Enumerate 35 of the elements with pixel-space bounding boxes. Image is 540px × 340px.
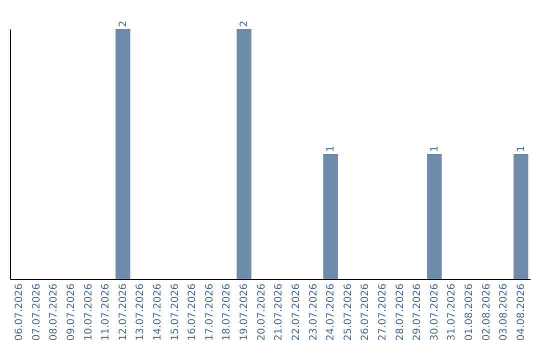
x-tick-label: 30.07.2026 [429, 284, 440, 340]
x-tick-label: 12.07.2026 [118, 284, 129, 340]
x-tick-label: 27.07.2026 [377, 284, 388, 340]
x-tick-label: 02.08.2026 [481, 284, 492, 340]
x-tick-label: 14.07.2026 [152, 284, 164, 340]
x-tick-label: 22.07.2026 [290, 284, 302, 340]
x-tick-label: 09.07.2026 [66, 284, 77, 340]
x-tick-label: 17.07.2026 [204, 284, 216, 340]
x-tick-label: 01.08.2026 [464, 284, 475, 340]
x-tick-label: 11.07.2026 [100, 284, 112, 340]
x-tick-label: 03.08.2026 [498, 284, 510, 340]
x-tick-label: 26.07.2026 [360, 284, 372, 340]
x-tick-label: 18.07.2026 [222, 284, 233, 340]
x-tick-label: 25.07.2026 [342, 284, 354, 340]
x-tick-label: 08.07.2026 [48, 284, 60, 340]
x-tick-label: 19.07.2026 [239, 284, 250, 340]
data-label: 2 [239, 20, 250, 27]
data-label: 1 [516, 146, 527, 152]
x-tick-label: 04.08.2026 [516, 284, 527, 340]
x-tick-label: 10.07.2026 [83, 284, 94, 340]
x-tick-label: 23.07.2026 [308, 284, 320, 340]
data-label: 2 [118, 20, 129, 27]
x-tick-label: 24.07.2026 [326, 284, 337, 340]
x-tick-label: 31.07.2026 [446, 284, 458, 340]
x-tick-label: 15.07.2026 [170, 284, 181, 340]
x-tick-label: 28.07.2026 [394, 284, 406, 340]
x-tick-label: 29.07.2026 [412, 284, 424, 340]
data-label: 1 [429, 146, 440, 152]
x-tick-label: 20.07.2026 [256, 284, 268, 340]
x-tick-label: 06.07.2026 [14, 284, 26, 340]
x-tick-label: 16.07.2026 [187, 284, 198, 340]
x-tick-label: 13.07.2026 [135, 284, 146, 340]
data-label: 1 [326, 146, 337, 152]
x-tick-label: 21.07.2026 [274, 284, 285, 340]
x-tick-label: 07.07.2026 [31, 284, 42, 340]
